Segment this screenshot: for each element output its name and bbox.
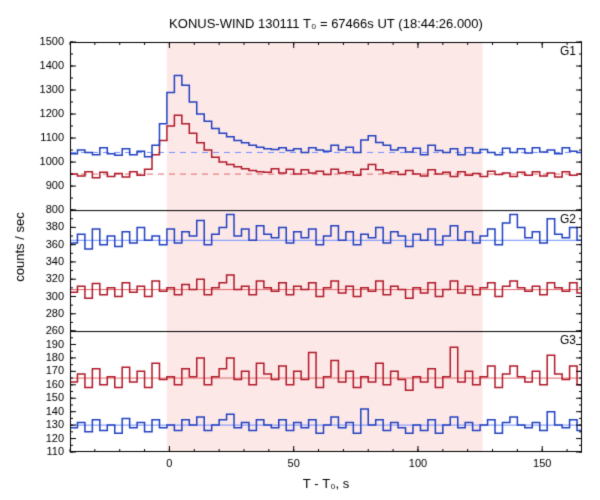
konus-wind-lightcurve — [0, 0, 600, 500]
